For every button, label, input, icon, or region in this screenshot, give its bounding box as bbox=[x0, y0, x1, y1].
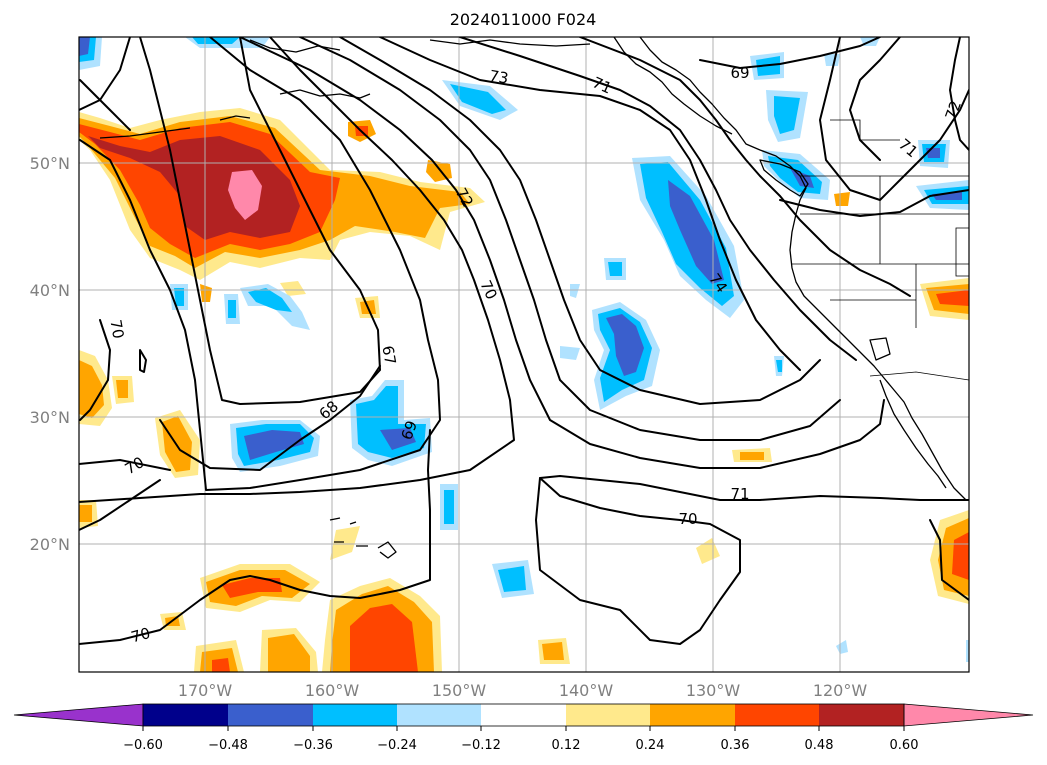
colorbar-tick-label: −0.36 bbox=[293, 738, 333, 753]
colorbar-tick-label: −0.60 bbox=[123, 738, 163, 753]
longitude-labels: 170°W 160°W 150°W 140°W 130°W 120°W bbox=[178, 681, 868, 700]
contour-label: 69 bbox=[398, 418, 421, 442]
lon-label: 140°W bbox=[559, 681, 614, 700]
colorbar-tick-label: 0.48 bbox=[805, 738, 834, 753]
lon-label: 170°W bbox=[178, 681, 233, 700]
contour-label: 70 bbox=[678, 510, 697, 528]
lat-label: 20°N bbox=[30, 535, 70, 554]
colorbar-tick-label: −0.12 bbox=[461, 738, 501, 753]
colorbar-ticks bbox=[142, 726, 905, 731]
anomaly-positive-south bbox=[160, 448, 772, 672]
lat-label: 30°N bbox=[30, 408, 70, 427]
contour-label: 71 bbox=[730, 485, 749, 503]
colorbar-bin bbox=[481, 704, 566, 726]
colorbar-tick-label: 0.60 bbox=[890, 738, 919, 753]
colorbar-bin bbox=[819, 704, 904, 726]
colorbar-bin bbox=[228, 704, 313, 726]
colorbar-tick-label: 0.24 bbox=[636, 738, 665, 753]
anomaly-positive-east bbox=[834, 192, 969, 604]
lon-label: 130°W bbox=[686, 681, 741, 700]
colorbar-tick-label: 0.12 bbox=[552, 738, 581, 753]
anomaly-negative bbox=[79, 37, 969, 662]
map-title: 2024011000 F024 bbox=[450, 10, 597, 29]
colorbar-tick-label: −0.24 bbox=[377, 738, 417, 753]
colorbar-bin bbox=[566, 704, 650, 726]
colorbar: −0.60 −0.48 −0.36 −0.24 −0.12 0.12 0.24 … bbox=[13, 703, 1034, 753]
lon-label: 160°W bbox=[305, 681, 360, 700]
anomaly-positive-north bbox=[79, 108, 485, 280]
colorbar-bin bbox=[735, 704, 819, 726]
lon-label: 120°W bbox=[813, 681, 868, 700]
colorbar-tick-labels: −0.60 −0.48 −0.36 −0.24 −0.12 0.12 0.24 … bbox=[123, 738, 918, 753]
colorbar-extend-low bbox=[13, 703, 144, 727]
contour-label: 73 bbox=[488, 67, 510, 88]
contour-label: 70 bbox=[129, 624, 152, 646]
colorbar-tick-label: 0.36 bbox=[721, 738, 750, 753]
height-contours bbox=[79, 37, 969, 645]
colorbar-bin bbox=[143, 704, 228, 726]
gridlines bbox=[79, 37, 969, 672]
lat-label: 50°N bbox=[30, 154, 70, 173]
contour-label: 72 bbox=[942, 98, 965, 122]
colorbar-extend-high bbox=[903, 703, 1034, 727]
colorbar-bin bbox=[397, 704, 481, 726]
contour-label: 67 bbox=[378, 344, 399, 366]
colorbar-frame bbox=[142, 703, 905, 727]
colorbar-tick-label: −0.48 bbox=[208, 738, 248, 753]
contour-label: 70 bbox=[106, 318, 127, 340]
coastlines bbox=[99, 37, 967, 559]
lat-label: 40°N bbox=[30, 281, 70, 300]
map-frame bbox=[78, 36, 970, 673]
contour-label: 69 bbox=[730, 64, 749, 82]
latitude-labels: 50°N 40°N 30°N 20°N bbox=[30, 154, 70, 554]
colorbar-bin bbox=[650, 704, 735, 726]
borders bbox=[792, 119, 969, 381]
lon-label: 150°W bbox=[432, 681, 487, 700]
colorbar-bin bbox=[313, 704, 397, 726]
map-area: 73 71 69 72 71 72 74 70 67 70 68 69 70 7… bbox=[79, 37, 969, 672]
